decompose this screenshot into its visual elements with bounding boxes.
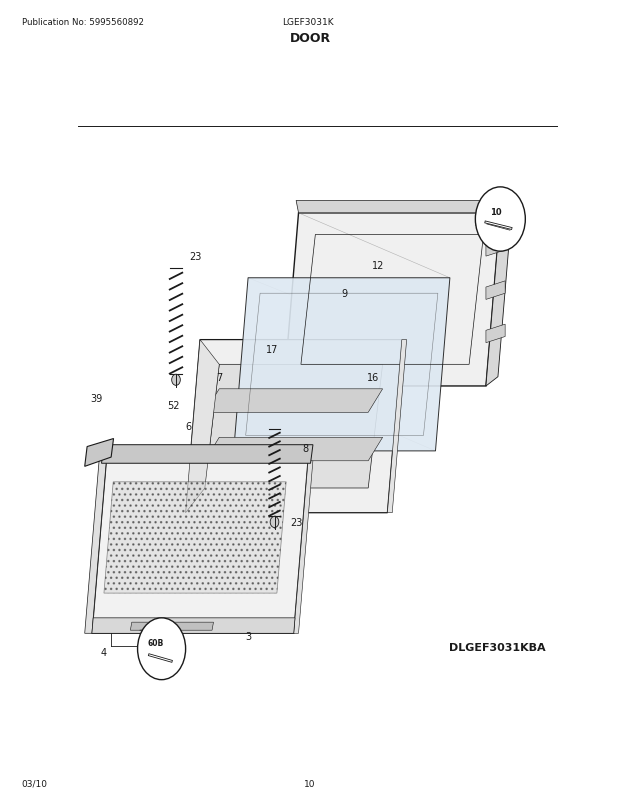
Polygon shape: [486, 282, 505, 300]
Polygon shape: [185, 340, 402, 513]
Text: Publication No: 5995560892: Publication No: 5995560892: [22, 18, 144, 27]
Polygon shape: [92, 460, 308, 634]
Text: 60B: 60B: [148, 638, 164, 647]
Polygon shape: [185, 340, 219, 513]
Polygon shape: [388, 340, 407, 513]
Text: 12: 12: [371, 261, 384, 271]
Polygon shape: [104, 482, 286, 593]
Polygon shape: [234, 278, 450, 452]
Text: eReplacementParts.com: eReplacementParts.com: [258, 437, 378, 447]
Text: 3: 3: [245, 632, 251, 642]
Polygon shape: [294, 460, 313, 634]
Text: 9: 9: [341, 289, 347, 299]
Text: 03/10: 03/10: [22, 779, 48, 788]
Polygon shape: [102, 445, 313, 464]
Circle shape: [138, 618, 185, 680]
Polygon shape: [486, 325, 505, 343]
Text: 17: 17: [266, 344, 278, 354]
Polygon shape: [486, 238, 505, 257]
Text: 23: 23: [290, 517, 303, 528]
Circle shape: [476, 188, 525, 252]
Text: 4: 4: [101, 647, 107, 657]
Text: 52: 52: [167, 400, 180, 410]
Circle shape: [172, 375, 180, 386]
Text: 39: 39: [91, 394, 103, 404]
Polygon shape: [85, 460, 107, 634]
Text: 10: 10: [490, 208, 502, 217]
Polygon shape: [130, 622, 213, 630]
Polygon shape: [205, 365, 383, 488]
Polygon shape: [85, 439, 113, 467]
Circle shape: [270, 516, 279, 528]
Polygon shape: [284, 213, 500, 387]
Text: 8: 8: [303, 444, 309, 453]
Text: LGEF3031K: LGEF3031K: [282, 18, 334, 27]
Text: DLGEF3031KBA: DLGEF3031KBA: [450, 642, 546, 652]
Polygon shape: [486, 205, 512, 387]
Text: DOOR: DOOR: [290, 32, 330, 45]
Text: 7: 7: [216, 372, 223, 383]
Polygon shape: [205, 389, 383, 413]
Polygon shape: [205, 438, 383, 461]
Polygon shape: [296, 201, 505, 213]
Text: 10: 10: [304, 779, 316, 788]
Text: 6: 6: [185, 422, 191, 431]
Text: 16: 16: [367, 372, 379, 383]
Polygon shape: [92, 618, 295, 634]
Text: 23: 23: [189, 252, 202, 261]
